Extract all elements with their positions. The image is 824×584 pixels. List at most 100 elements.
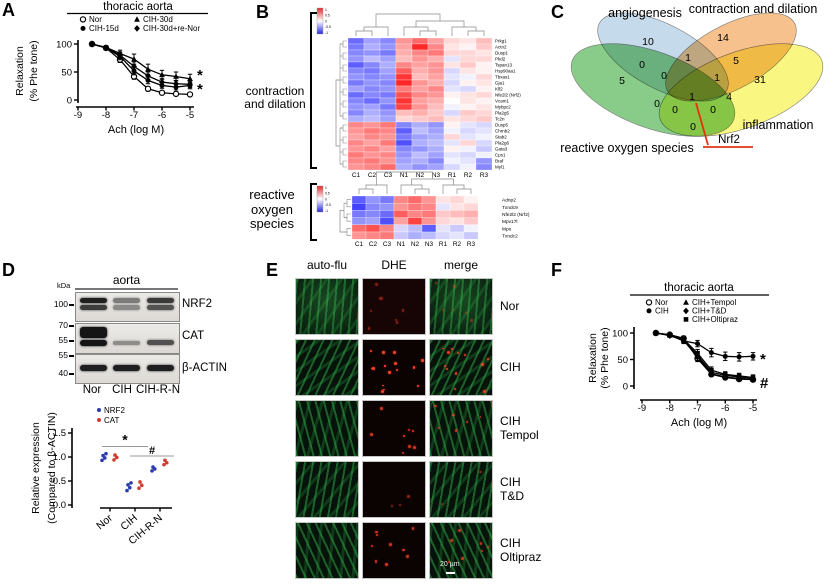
svg-text:-7: -7 [130, 110, 138, 121]
row-label-cih-tempol: CIH Tempol [500, 414, 539, 442]
axes: thoracic aorta 0 50 100 -9 -8 -7 -6 -5 Ach (log M… [612, 282, 769, 429]
svg-text:-1: -1 [325, 31, 328, 35]
dhe-signal-dot [384, 365, 386, 367]
kda-marker-70: 70 [58, 320, 68, 330]
kda-tick [69, 373, 74, 375]
svg-text:Klf2: Klf2 [495, 87, 503, 92]
blot-band [146, 340, 174, 345]
svg-text:0: 0 [654, 98, 660, 110]
venn-highlight-nrf2: Nrf2 [695, 102, 753, 148]
dhe-signal-dot [392, 350, 396, 354]
svg-text:Vcam1: Vcam1 [495, 99, 510, 104]
dhe-signal-dot [380, 407, 383, 411]
svg-text:Pla2g6: Pla2g6 [495, 141, 510, 146]
svg-text:Ach (log M): Ach (log M) [671, 417, 727, 429]
svg-text:Txndc2: Txndc2 [502, 234, 518, 240]
dhe-signal-dot [483, 389, 487, 393]
svg-text:Dusp5: Dusp5 [495, 123, 509, 128]
heatmap-group-label-ros: reactive oxygen species [249, 187, 295, 232]
svg-text:R2: R2 [464, 172, 473, 179]
svg-text:0.5: 0.5 [53, 476, 66, 487]
blot-band [112, 365, 140, 371]
dhe-signal-dot [407, 444, 411, 448]
svg-text:thoracic aorta: thoracic aorta [103, 1, 173, 13]
dhe-signal-dot [375, 530, 378, 534]
dhe-signal-dot [374, 282, 378, 286]
panel-b-letter: B [256, 2, 269, 22]
svg-text:Gja1: Gja1 [495, 81, 505, 86]
protein-label-nrf2: NRF2 [182, 298, 213, 310]
dhe-signal-dot [479, 542, 483, 545]
svg-text:0: 0 [672, 104, 678, 116]
dhe-signal-dot [382, 351, 385, 354]
svg-text:Txndc9: Txndc9 [502, 205, 518, 211]
svg-text:-7: -7 [693, 403, 701, 414]
svg-text:N2: N2 [416, 172, 425, 179]
kda-marker-55b: 55 [58, 350, 68, 360]
svg-text:CIH: CIH [655, 307, 669, 316]
svg-text:Chrnb2: Chrnb2 [495, 129, 510, 134]
y-axis-label: Relative expression (Compared to β-ACTIN) [30, 412, 58, 524]
kda-marker-40: 40 [58, 368, 68, 378]
scatter-series-nrf2 [100, 451, 157, 493]
auto-flu-image [295, 339, 359, 396]
svg-text:Braf: Braf [495, 159, 504, 164]
svg-text:5: 5 [619, 75, 625, 87]
dhe-signal-dot [450, 539, 454, 542]
svg-text:angiogenesis: angiogenesis [608, 6, 682, 20]
significance-annotations: *# [102, 431, 174, 457]
dhe-signal-dot [451, 347, 453, 350]
svg-text:-6: -6 [158, 110, 166, 121]
y-axis-label: Relaxation (% Phe tone) [14, 40, 40, 101]
dhe-signal-dot [479, 415, 482, 418]
svg-text:reactive oxygen species: reactive oxygen species [560, 141, 693, 155]
svg-text:0.5: 0.5 [325, 192, 330, 196]
svg-text:*: * [197, 67, 203, 84]
svg-text:contraction and dilation: contraction and dilation [689, 2, 818, 16]
dhe-signal-dot [412, 365, 416, 369]
svg-text:Actn2: Actn2 [495, 45, 507, 50]
svg-text:(% Phe tone): (% Phe tone) [599, 327, 611, 388]
svg-text:-5: -5 [749, 403, 757, 414]
dhe-signal-dot [438, 427, 441, 430]
svg-text:NRF2: NRF2 [104, 406, 125, 415]
svg-text:50: 50 [61, 67, 72, 78]
dhe-signal-dot [412, 430, 414, 432]
merge-image [429, 461, 493, 518]
svg-text:1: 1 [325, 8, 327, 12]
svg-text:Dusp1: Dusp1 [495, 51, 509, 56]
dhe-signal-dot [388, 371, 391, 374]
svg-text:0: 0 [710, 104, 716, 116]
dhe-signal-dot [399, 503, 402, 506]
dhe-signal-dot [466, 421, 468, 423]
row-label-nor: Nor [500, 299, 520, 313]
row-dendrogram [335, 40, 347, 168]
dhe-signal-dot [481, 363, 484, 367]
svg-text:C3: C3 [383, 241, 392, 248]
dhe-signal-dot [417, 385, 420, 388]
dhe-signal-dot [370, 310, 373, 313]
svg-text:-0.5: -0.5 [325, 25, 331, 29]
series-cih-30d-re-nor [89, 40, 193, 89]
column-dendrogram [358, 171, 472, 194]
svg-text:Pkd2: Pkd2 [495, 57, 506, 62]
kda-tick [69, 355, 74, 357]
venn-ellipses [570, 12, 824, 137]
svg-text:Nor: Nor [655, 298, 668, 307]
row-dendrogram [339, 199, 351, 236]
dhe-signal-dot [394, 318, 397, 321]
panel-d-letter: D [2, 260, 15, 280]
annotations: ** [197, 67, 203, 98]
kda-marker-55a: 55 [58, 335, 68, 345]
blot-band [79, 298, 107, 303]
svg-text:-9: -9 [638, 403, 646, 414]
blot-band [79, 365, 107, 371]
heatmap-group-label-contraction: contraction and dilation [244, 84, 306, 112]
svg-text:Nfe2l2 (Nrf2): Nfe2l2 (Nrf2) [502, 212, 530, 218]
blot-band [146, 298, 174, 303]
dhe-signal-dot [442, 347, 445, 350]
dhe-signal-dot [403, 435, 405, 437]
svg-text:1: 1 [714, 72, 720, 84]
